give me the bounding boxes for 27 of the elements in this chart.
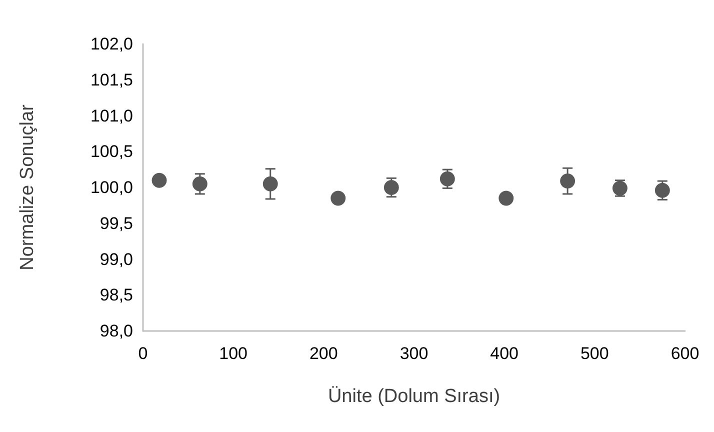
x-axis-title: Ünite (Dolum Sırası) [328,386,500,407]
x-tick-label: 100 [219,344,248,363]
y-axis-title: Normalize Sonuçlar [17,104,38,270]
y-tick-label: 101,5 [90,70,133,90]
y-tick-label: 98,5 [100,286,133,305]
y-tick-label: 100,5 [90,142,133,162]
point [152,172,167,188]
x-tick-label: 0 [138,344,148,363]
point [560,174,576,189]
point [330,190,346,206]
point [192,176,208,192]
y-tick-label: 101,0 [90,106,133,126]
x-tick-label: 600 [670,344,700,363]
point [440,171,455,186]
y-tick-label: 100,0 [90,178,133,197]
point [262,176,278,192]
point [498,190,514,206]
point [654,182,670,198]
y-tick-label: 102,0 [90,34,133,54]
x-tick-label: 500 [580,344,609,363]
x-tick-label: 200 [309,344,338,363]
y-tick-label: 99,0 [100,250,133,269]
y-tick-label: 98,0 [100,322,133,340]
x-tick-label: 300 [400,344,428,363]
x-tick-label: 400 [490,344,519,363]
point [384,180,399,195]
y-tick-label: 99,5 [100,214,133,233]
